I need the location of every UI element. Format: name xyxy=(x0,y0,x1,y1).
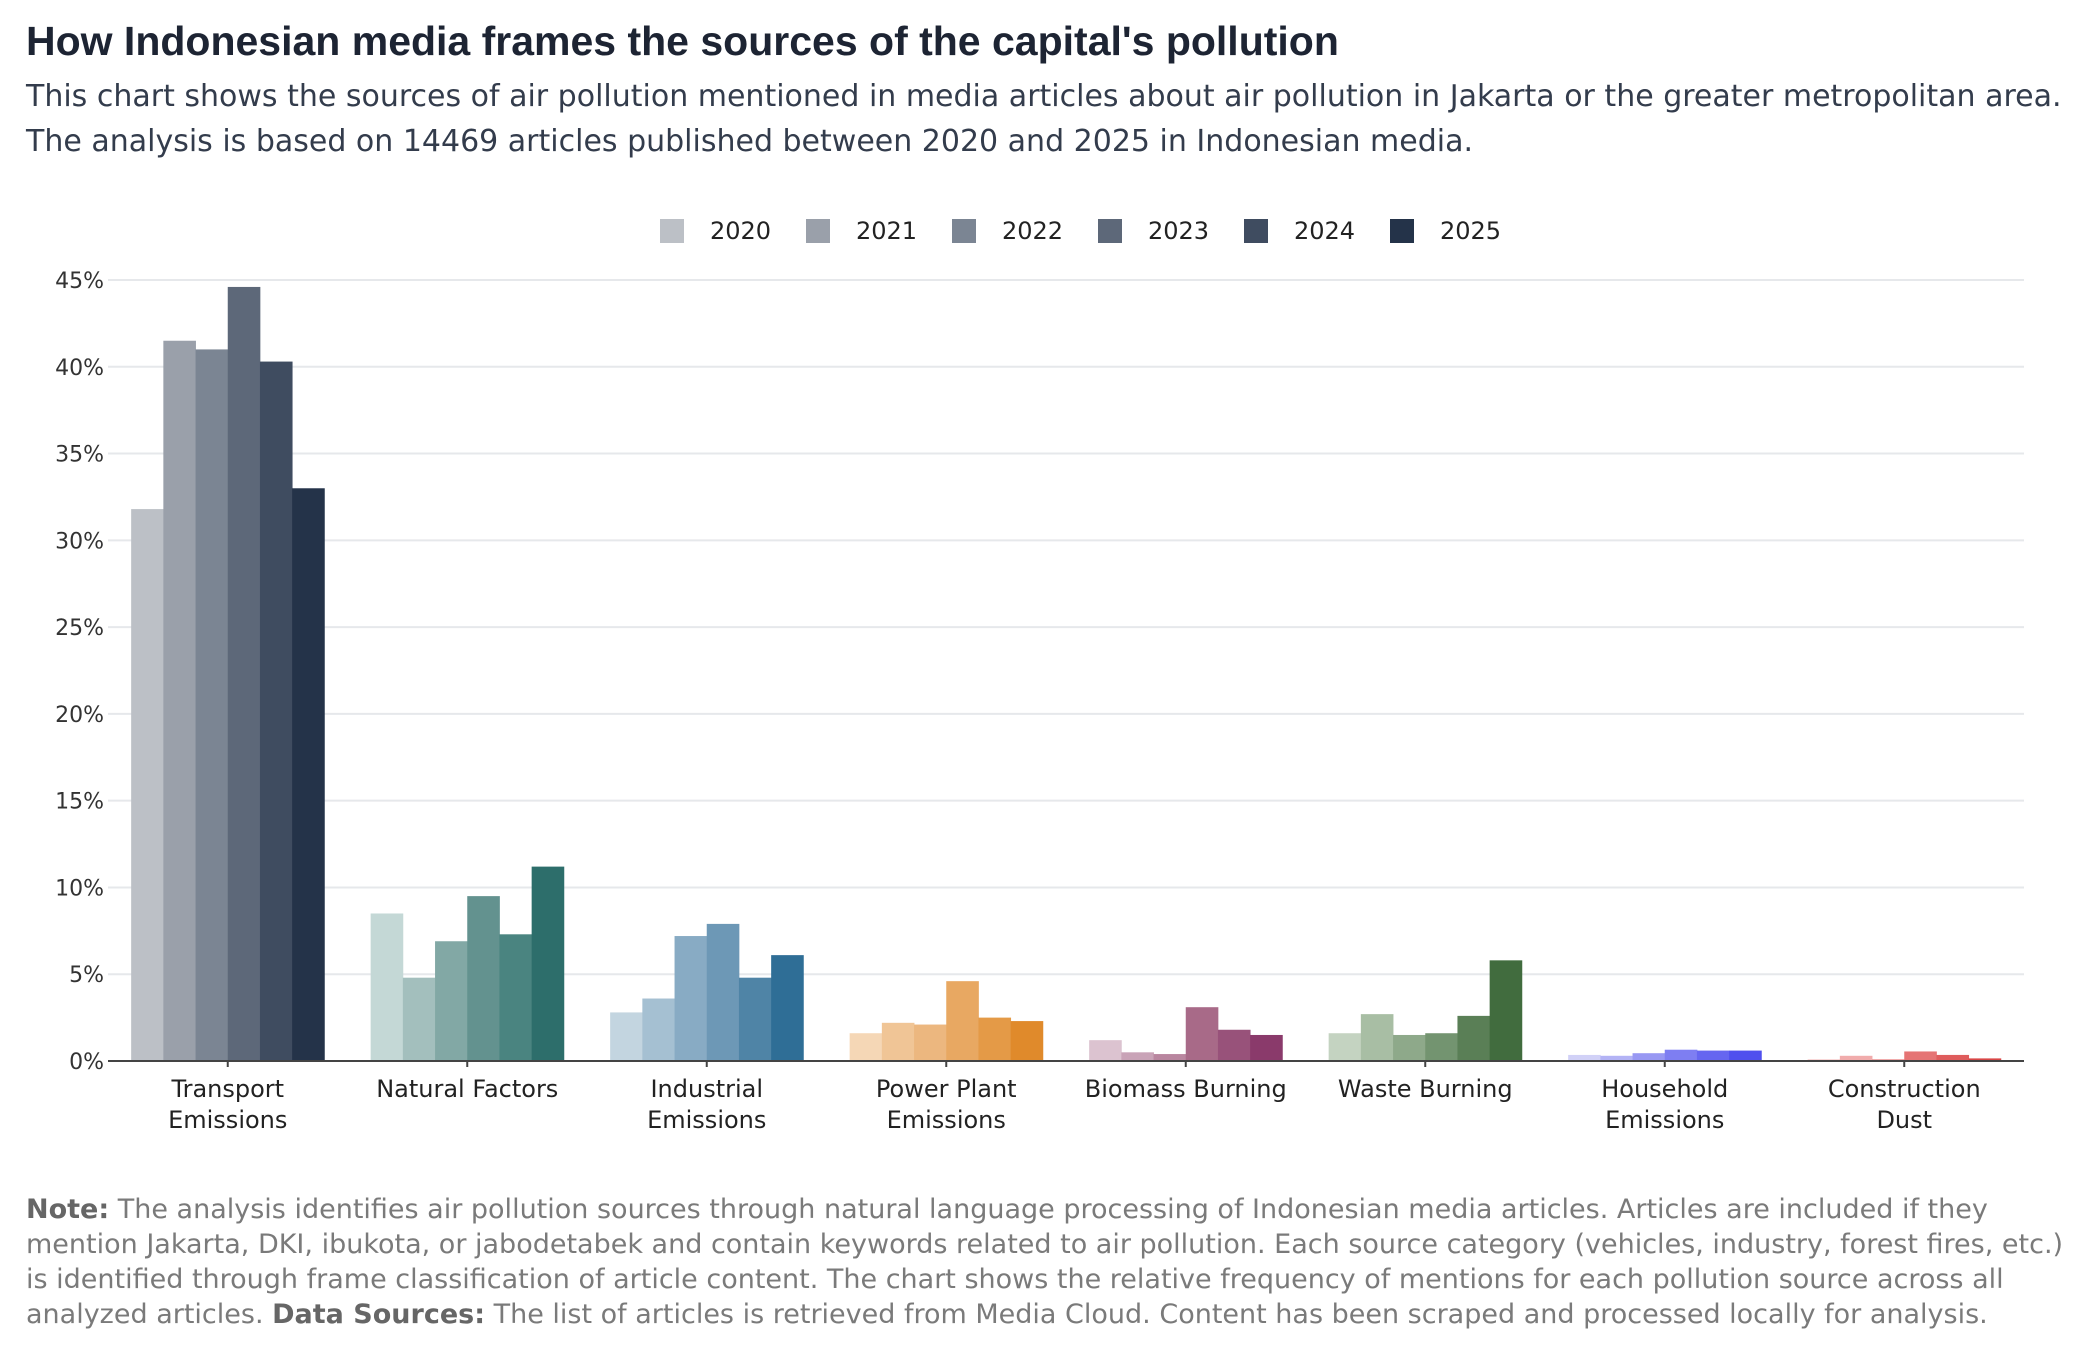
bar xyxy=(292,488,325,1061)
y-tick-label: 15% xyxy=(55,790,104,815)
x-tick-label: Power Plant xyxy=(876,1075,1017,1103)
bar xyxy=(467,896,500,1061)
x-tick-label: Dust xyxy=(1876,1106,1932,1134)
bar xyxy=(1121,1052,1154,1061)
bar xyxy=(771,955,804,1061)
bar xyxy=(259,361,293,1061)
bar xyxy=(1089,1040,1122,1061)
legend-label: 2021 xyxy=(856,217,917,245)
bar xyxy=(849,1033,883,1061)
bar xyxy=(978,1017,1012,1061)
bar xyxy=(402,977,436,1061)
x-axis: Transport Emissions Natural Factors Industr… xyxy=(168,1061,1981,1134)
y-tick-label: 25% xyxy=(55,616,104,641)
data-sources-label: Data Sources: xyxy=(272,1299,486,1330)
bar xyxy=(1457,1015,1491,1061)
x-tick-label: Transport xyxy=(170,1075,284,1103)
bar xyxy=(1839,1055,1873,1061)
y-tick-label: 5% xyxy=(69,963,104,988)
legend-swatch xyxy=(660,219,684,243)
chart-title: How Indonesian media frames the sources … xyxy=(26,18,1339,64)
bar xyxy=(163,340,196,1061)
y-tick-label: 10% xyxy=(55,876,104,901)
x-tick-label: Household xyxy=(1601,1075,1728,1103)
bar xyxy=(1568,1054,1601,1061)
bar xyxy=(914,1024,947,1061)
chart-legend: 2020 2021 2022 2023 2024 2025 xyxy=(660,217,1501,245)
legend-label: 2022 xyxy=(1002,217,1063,245)
bar xyxy=(946,981,979,1061)
legend-label: 2025 xyxy=(1440,217,1501,245)
subtitle-line-2: The analysis is based on 14469 articles … xyxy=(26,124,1474,159)
bar xyxy=(131,509,164,1061)
legend-label: 2020 xyxy=(710,217,771,245)
bar xyxy=(610,1012,643,1061)
bar xyxy=(642,998,675,1061)
x-tick-label: Construction xyxy=(1828,1075,1981,1103)
y-tick-label: 40% xyxy=(55,356,104,381)
bar xyxy=(531,866,565,1061)
chart-note: Note: The analysis identifies air pollut… xyxy=(26,1192,2076,1332)
bar xyxy=(1904,1051,1937,1061)
x-tick-label: Waste Burning xyxy=(1338,1075,1513,1103)
bar xyxy=(435,941,468,1061)
y-tick-label: 0% xyxy=(69,1050,104,1075)
bar xyxy=(195,349,229,1061)
bar xyxy=(370,913,404,1061)
bar xyxy=(1010,1021,1044,1061)
legend-swatch xyxy=(952,219,976,243)
y-axis: 0% 5% 10% 15% 20% 25% 30% 35% 40% 45% xyxy=(55,269,104,1075)
bar xyxy=(499,934,533,1061)
bar xyxy=(738,977,772,1061)
y-tick-label: 20% xyxy=(55,703,104,728)
bar xyxy=(881,1022,915,1061)
y-tick-label: 45% xyxy=(55,269,104,294)
bar xyxy=(1425,1033,1458,1061)
subtitle-line-1: This chart shows the sources of air poll… xyxy=(26,79,2062,114)
bar xyxy=(1250,1034,1283,1061)
bar xyxy=(1489,960,1523,1061)
bar xyxy=(1968,1058,2002,1061)
bar xyxy=(1936,1054,1970,1061)
bar xyxy=(1696,1050,1730,1061)
legend-label: 2024 xyxy=(1294,217,1355,245)
legend-swatch xyxy=(1244,219,1268,243)
x-tick-label: Biomass Burning xyxy=(1085,1075,1287,1103)
note-label: Note: xyxy=(26,1194,110,1225)
x-tick-label: Emissions xyxy=(887,1106,1006,1134)
bar xyxy=(1632,1053,1666,1061)
bars xyxy=(131,286,2002,1061)
bar xyxy=(1729,1050,1762,1061)
gridlines xyxy=(108,279,2024,976)
y-tick-label: 30% xyxy=(55,529,104,554)
y-tick-label: 35% xyxy=(55,443,104,468)
x-tick-label: Natural Factors xyxy=(376,1075,558,1103)
x-tick-label: Industrial xyxy=(650,1075,763,1103)
chart-subtitle: This chart shows the sources of air poll… xyxy=(26,74,2076,164)
bar xyxy=(706,923,740,1061)
data-sources-text: The list of articles is retrieved from M… xyxy=(485,1299,1988,1330)
bar xyxy=(1217,1029,1251,1061)
legend-swatch xyxy=(806,219,830,243)
bar xyxy=(227,286,261,1061)
bar xyxy=(1185,1007,1219,1061)
legend-swatch xyxy=(1390,219,1414,243)
bar xyxy=(1600,1055,1633,1061)
bar xyxy=(1664,1049,1698,1061)
bar xyxy=(1360,1014,1394,1061)
bar xyxy=(674,936,708,1061)
legend-swatch xyxy=(1098,219,1122,243)
legend-label: 2023 xyxy=(1148,217,1209,245)
x-tick-label: Emissions xyxy=(647,1106,766,1134)
bar xyxy=(1153,1054,1187,1061)
x-tick-label: Emissions xyxy=(168,1106,287,1134)
x-tick-label: Emissions xyxy=(1605,1106,1724,1134)
bar xyxy=(1328,1033,1362,1061)
note-text: The analysis identifies air pollution so… xyxy=(26,1194,2064,1330)
bar xyxy=(1393,1034,1426,1061)
